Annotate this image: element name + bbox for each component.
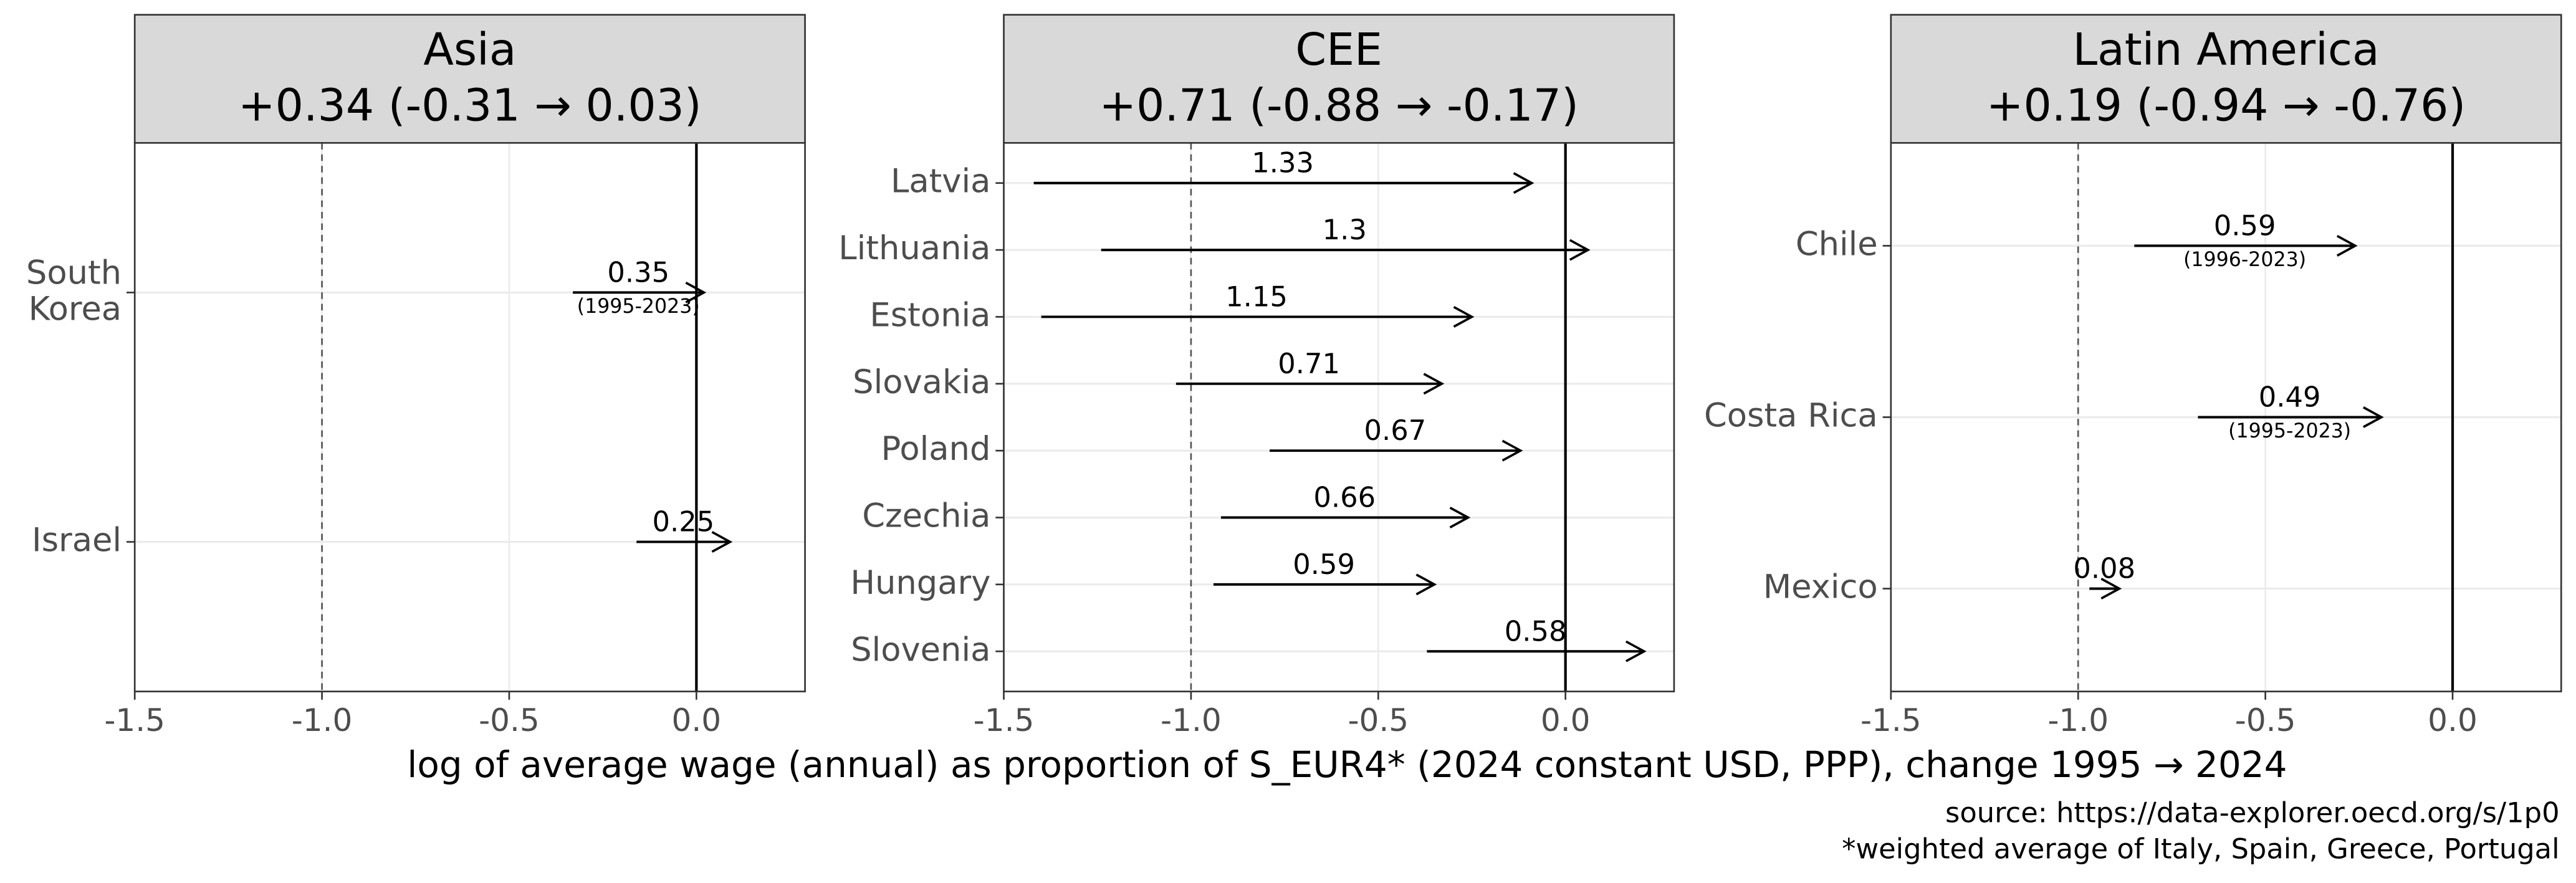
change-label: 0.66 [1313, 481, 1376, 514]
y-tick-label: Costa Rica [1704, 396, 1878, 434]
y-tick-label: Slovenia [851, 631, 990, 669]
panel-subtitle: +0.19 (-0.94 → -0.76) [1986, 79, 2466, 131]
x-tick-label: -1.5 [104, 702, 165, 738]
change-label: 0.71 [1278, 347, 1340, 380]
change-label: 0.25 [652, 505, 714, 538]
y-tick-label: Israel [32, 521, 122, 559]
panel [135, 143, 805, 692]
panel-subtitle: +0.34 (-0.31 → 0.03) [238, 79, 702, 131]
panel-border [1890, 141, 2562, 692]
x-tick-label: -1.5 [974, 702, 1035, 738]
y-tick-label: Poland [881, 430, 990, 468]
strip [1890, 14, 2562, 144]
change-label: 0.49 [2259, 380, 2321, 413]
change-label: 1.33 [1252, 146, 1314, 179]
y-tick-label: Latvia [891, 162, 990, 200]
y-tick-label: Czechia [862, 497, 990, 535]
x-tick-label: 0.0 [2428, 702, 2478, 738]
x-tick-label: 0.0 [672, 702, 722, 738]
x-tick-label: -1.0 [2047, 702, 2109, 738]
x-axis-title: log of average wage (annual) as proporti… [407, 743, 2287, 786]
change-label: 0.67 [1364, 414, 1426, 447]
y-tick-label: South Korea [26, 254, 122, 328]
x-tick-label: -1.0 [1161, 702, 1222, 738]
x-tick-label: -0.5 [2235, 702, 2296, 738]
x-tick-label: 0.0 [1541, 702, 1591, 738]
y-tick-label: Estonia [869, 296, 990, 334]
panel-title: Latin America [2072, 24, 2379, 75]
strip [133, 14, 806, 144]
y-tick-label: Hungary [850, 564, 990, 602]
caption: *weighted average of Italy, Spain, Greec… [1842, 832, 2560, 865]
caption: source: https://data-explorer.oecd.org/s… [1945, 796, 2560, 829]
panel-border [133, 141, 806, 692]
period-label: (1996-2023) [2183, 249, 2306, 271]
change-label: 1.15 [1225, 280, 1288, 313]
panel-title: Asia [423, 24, 516, 75]
y-tick-label: Mexico [1763, 568, 1878, 606]
x-tick-label: -1.0 [292, 702, 353, 738]
x-tick-label: -1.5 [1860, 702, 1922, 738]
y-tick-label: Lithuania [838, 229, 990, 267]
x-tick-label: -0.5 [479, 702, 540, 738]
panel-subtitle: +0.71 (-0.88 → -0.17) [1099, 79, 1579, 131]
change-label: 1.3 [1323, 213, 1367, 246]
y-tick-label: Chile [1796, 225, 1878, 263]
panel [1003, 143, 1674, 692]
y-tick-label: Slovakia [853, 363, 990, 401]
panel-title: CEE [1295, 24, 1382, 75]
period-label: (1995-2023) [577, 295, 700, 318]
change-label: 0.59 [2214, 209, 2276, 242]
panel-border [1003, 141, 1675, 692]
x-tick-label: -0.5 [1348, 702, 1409, 738]
change-label: 0.59 [1293, 548, 1355, 581]
period-label: (1995-2023) [2228, 420, 2351, 442]
strip [1003, 14, 1675, 144]
change-label: 0.08 [2073, 552, 2135, 585]
change-label: 0.35 [607, 255, 669, 289]
change-label: 0.58 [1505, 614, 1567, 647]
